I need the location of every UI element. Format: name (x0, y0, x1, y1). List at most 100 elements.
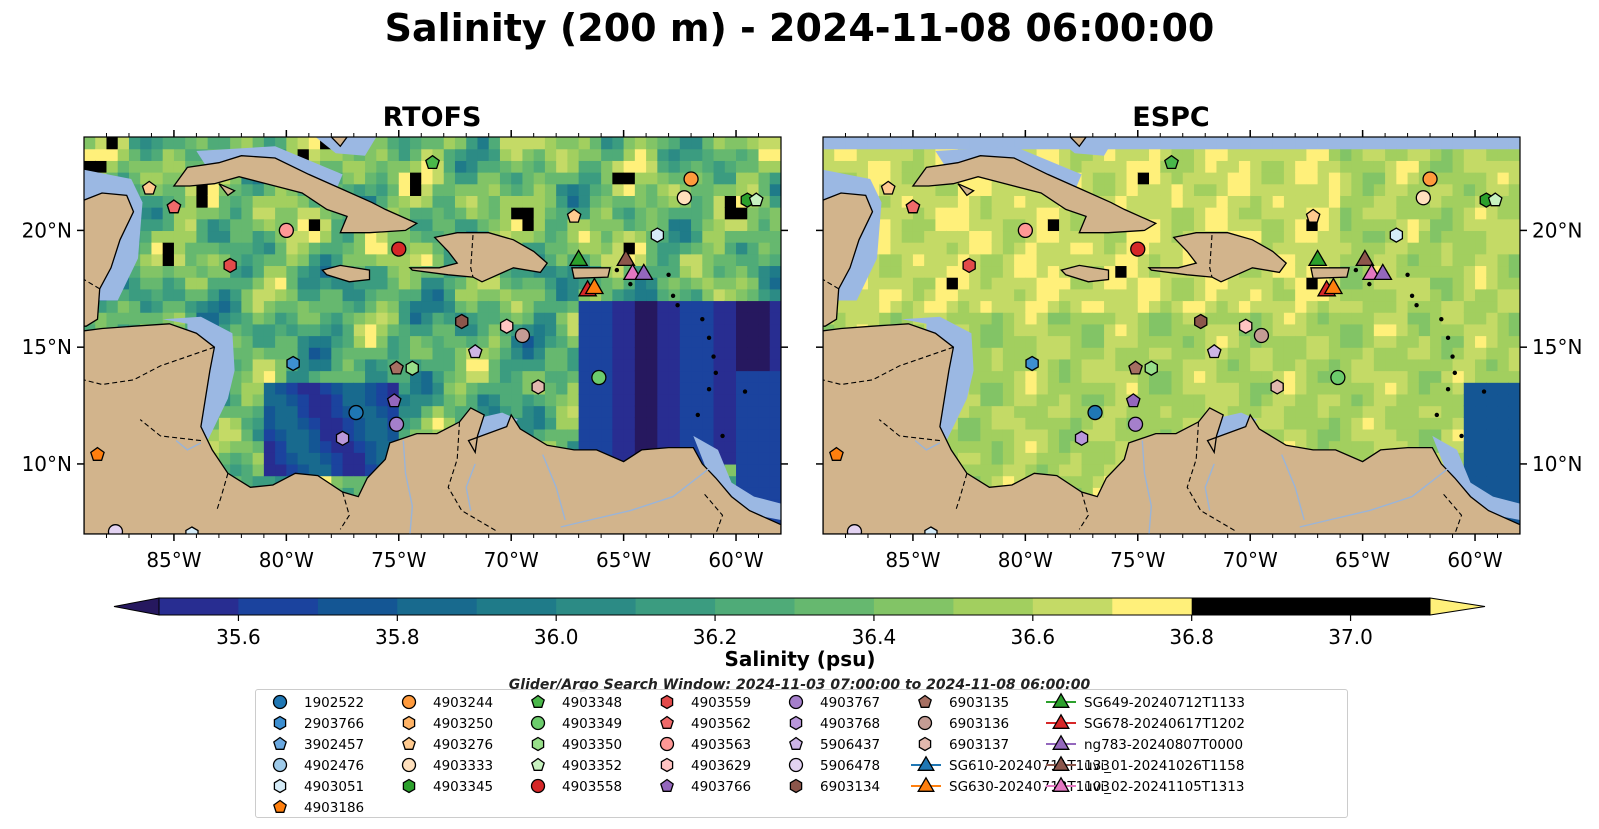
salinity-cell (1092, 277, 1105, 290)
salinity-cell (946, 440, 959, 453)
salinity-cell (1092, 323, 1105, 337)
salinity-cell (140, 277, 153, 290)
salinity-cell (185, 195, 198, 208)
salinity-cell (980, 405, 993, 418)
salinity-cell (1036, 428, 1049, 442)
salinity-cell (556, 195, 568, 208)
salinity-cell (1418, 253, 1431, 267)
salinity-cell (1306, 417, 1319, 430)
salinity-cell (1193, 195, 1206, 208)
salinity-cell (1418, 160, 1431, 173)
observation-marker (566, 208, 582, 223)
salinity-cell (477, 172, 490, 185)
salinity-cell (713, 137, 726, 150)
salinity-cell (713, 300, 726, 313)
legend-marker (660, 757, 674, 773)
salinity-cell (275, 207, 287, 220)
salinity-cell (589, 440, 602, 453)
salinity-cell (365, 183, 377, 196)
salinity-cell (410, 277, 422, 290)
salinity-cell (1475, 358, 1487, 372)
salinity-cell (702, 160, 715, 173)
salinity-cell (1441, 428, 1454, 442)
salinity-cell (1104, 382, 1116, 395)
salinity-cell (668, 300, 681, 313)
salinity-cell (912, 253, 925, 267)
salinity-cell (1441, 137, 1454, 150)
salinity-cell (668, 370, 681, 383)
salinity-cell (957, 253, 970, 267)
salinity-cell (1407, 195, 1420, 208)
salinity-cell (1283, 405, 1296, 418)
colorbar-tick-label: 36.0 (534, 625, 579, 649)
salinity-cell (1227, 183, 1240, 196)
salinity-cell (1328, 382, 1341, 395)
salinity-cell (1137, 417, 1150, 430)
salinity-cell (275, 452, 287, 465)
salinity-cell (1508, 312, 1520, 325)
salinity-cell (1059, 347, 1071, 360)
salinity-cell (856, 312, 869, 325)
salinity-cell (331, 358, 344, 372)
salinity-cell (556, 417, 568, 430)
observation-marker (531, 379, 545, 395)
salinity-cell (353, 172, 366, 185)
salinity-cell (646, 183, 658, 196)
salinity-cell (1047, 393, 1060, 407)
salinity-cell (646, 277, 658, 290)
salinity-cell (691, 230, 703, 243)
salinity-cell (924, 218, 937, 232)
salinity-cell (1486, 172, 1499, 185)
salinity-cell (758, 195, 771, 208)
salinity-cell (769, 183, 781, 196)
salinity-cell (387, 148, 400, 161)
island-dot (1405, 272, 1410, 277)
salinity-cell (1430, 358, 1442, 372)
salinity-cell (263, 253, 276, 267)
salinity-cell (1452, 300, 1465, 313)
salinity-cell (477, 137, 490, 150)
salinity-cell (1059, 370, 1071, 383)
land-polygon (408, 232, 549, 283)
salinity-cell (657, 358, 670, 372)
salinity-cell (736, 207, 748, 220)
salinity-cell (477, 393, 490, 407)
salinity-cell (1340, 277, 1352, 290)
salinity-cell (1272, 358, 1285, 372)
salinity-cell (1081, 358, 1094, 372)
salinity-cell (646, 288, 658, 302)
salinity-cell (1002, 370, 1015, 383)
salinity-cell (1002, 393, 1015, 407)
salinity-cell (207, 195, 220, 208)
salinity-cell (320, 417, 332, 430)
salinity-cell (1272, 312, 1285, 325)
salinity-cell (623, 300, 636, 313)
salinity-cell (1418, 440, 1431, 453)
salinity-cell (544, 428, 557, 442)
observation-marker (962, 257, 976, 274)
salinity-cell (1070, 312, 1083, 325)
salinity-cell (1441, 253, 1454, 267)
salinity-cell (736, 358, 748, 372)
salinity-cell (1193, 137, 1206, 150)
salinity-cell (218, 452, 231, 465)
salinity-cell (263, 452, 276, 465)
salinity-cell (1014, 440, 1026, 453)
observation-marker (584, 277, 605, 295)
salinity-cell (84, 137, 96, 150)
salinity-cell (342, 335, 355, 348)
salinity-cell (230, 277, 242, 290)
salinity-cell (758, 323, 771, 337)
salinity-cell (1059, 452, 1071, 465)
salinity-cell (1205, 277, 1218, 290)
salinity-cell (1025, 253, 1038, 267)
salinity-cell (1171, 137, 1184, 150)
salinity-cell (991, 253, 1004, 267)
salinity-cell (679, 148, 692, 161)
salinity-cell (162, 137, 175, 150)
observation-marker (748, 192, 764, 207)
salinity-cell (1160, 358, 1173, 372)
salinity-cell (1149, 137, 1161, 150)
salinity-cell (511, 323, 524, 337)
salinity-cell (991, 218, 1004, 232)
